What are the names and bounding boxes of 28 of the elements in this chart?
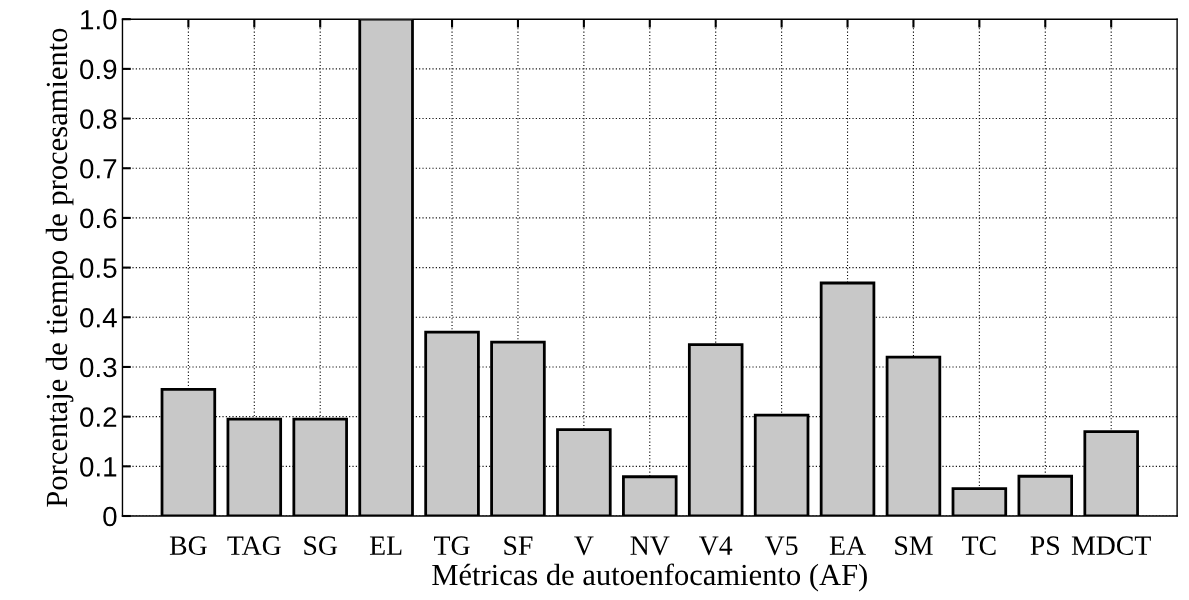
x-tick-label: EL	[369, 536, 402, 555]
x-tick-label: V	[574, 536, 594, 556]
x-tick-label: TG	[434, 536, 470, 555]
y-tick-label: 0.5	[80, 258, 117, 278]
x-tick-label: EA	[829, 536, 866, 555]
x-tick-label: SF	[504, 536, 533, 555]
x-tick-label: SM	[895, 536, 933, 555]
y-tick-label: 0.3	[80, 357, 117, 378]
y-axis-title: Porcentaje de tiempo de procesamiento	[45, 28, 74, 507]
x-tick-label: PS	[1030, 536, 1060, 555]
x-tick-label: TC	[962, 536, 996, 555]
y-tick-label: 1.0	[81, 9, 117, 30]
y-tick-label: 0.8	[80, 109, 117, 129]
x-tick-label: MDCT	[1071, 536, 1151, 555]
y-tick-label: 0.4	[80, 307, 117, 328]
y-tick-label: 0	[103, 506, 117, 527]
y-tick-label: 0.9	[80, 59, 117, 80]
x-tick-label: SG	[304, 536, 338, 555]
y-tick-label: 0.2	[80, 407, 117, 427]
y-tick-label: 0.7	[80, 158, 117, 179]
x-tick-label: NV	[630, 536, 670, 556]
y-tick-label: 0.1	[80, 456, 117, 477]
x-axis-title: Métricas de autoenfocamiento (AF)	[432, 563, 867, 592]
x-tick-label: BG	[169, 536, 207, 555]
x-tick-label: V4	[699, 536, 733, 556]
x-tick-label: V5	[764, 536, 798, 556]
x-tick-label: TAG	[227, 536, 281, 555]
y-tick-label: 0.6	[80, 208, 117, 229]
